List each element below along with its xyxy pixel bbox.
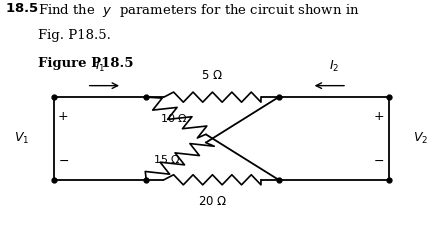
Text: +: + (374, 110, 384, 123)
Text: $\mathbf{18.5}$: $\mathbf{18.5}$ (5, 2, 39, 15)
Text: $I_1$: $I_1$ (95, 59, 105, 74)
Text: $V_1$: $V_1$ (14, 131, 30, 146)
Text: $-$: $-$ (58, 154, 69, 167)
Text: $-$: $-$ (373, 154, 384, 167)
Text: Figure P18.5: Figure P18.5 (38, 57, 134, 70)
Text: $I_2$: $I_2$ (329, 59, 339, 74)
Text: $5\ \Omega$: $5\ \Omega$ (202, 69, 224, 82)
Text: $V_2$: $V_2$ (413, 131, 428, 146)
Text: $20\ \Omega$: $20\ \Omega$ (198, 195, 227, 208)
Text: Find the  $y$  parameters for the circuit shown in: Find the $y$ parameters for the circuit … (38, 2, 360, 19)
Text: $15\ \Omega$: $15\ \Omega$ (153, 153, 181, 165)
Text: $10\ \Omega$: $10\ \Omega$ (160, 112, 187, 124)
Text: +: + (58, 110, 69, 123)
Text: Fig. P18.5.: Fig. P18.5. (38, 29, 111, 43)
